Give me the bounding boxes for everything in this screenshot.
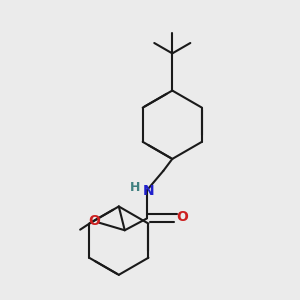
Text: H: H — [130, 181, 140, 194]
Text: O: O — [88, 214, 100, 228]
Text: N: N — [143, 184, 154, 198]
Text: O: O — [176, 211, 188, 224]
